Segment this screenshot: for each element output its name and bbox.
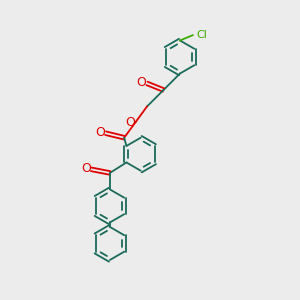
Text: Cl: Cl: [196, 30, 207, 40]
Text: O: O: [137, 76, 146, 89]
Text: O: O: [125, 116, 135, 129]
Text: O: O: [95, 126, 105, 139]
Text: O: O: [81, 162, 91, 175]
